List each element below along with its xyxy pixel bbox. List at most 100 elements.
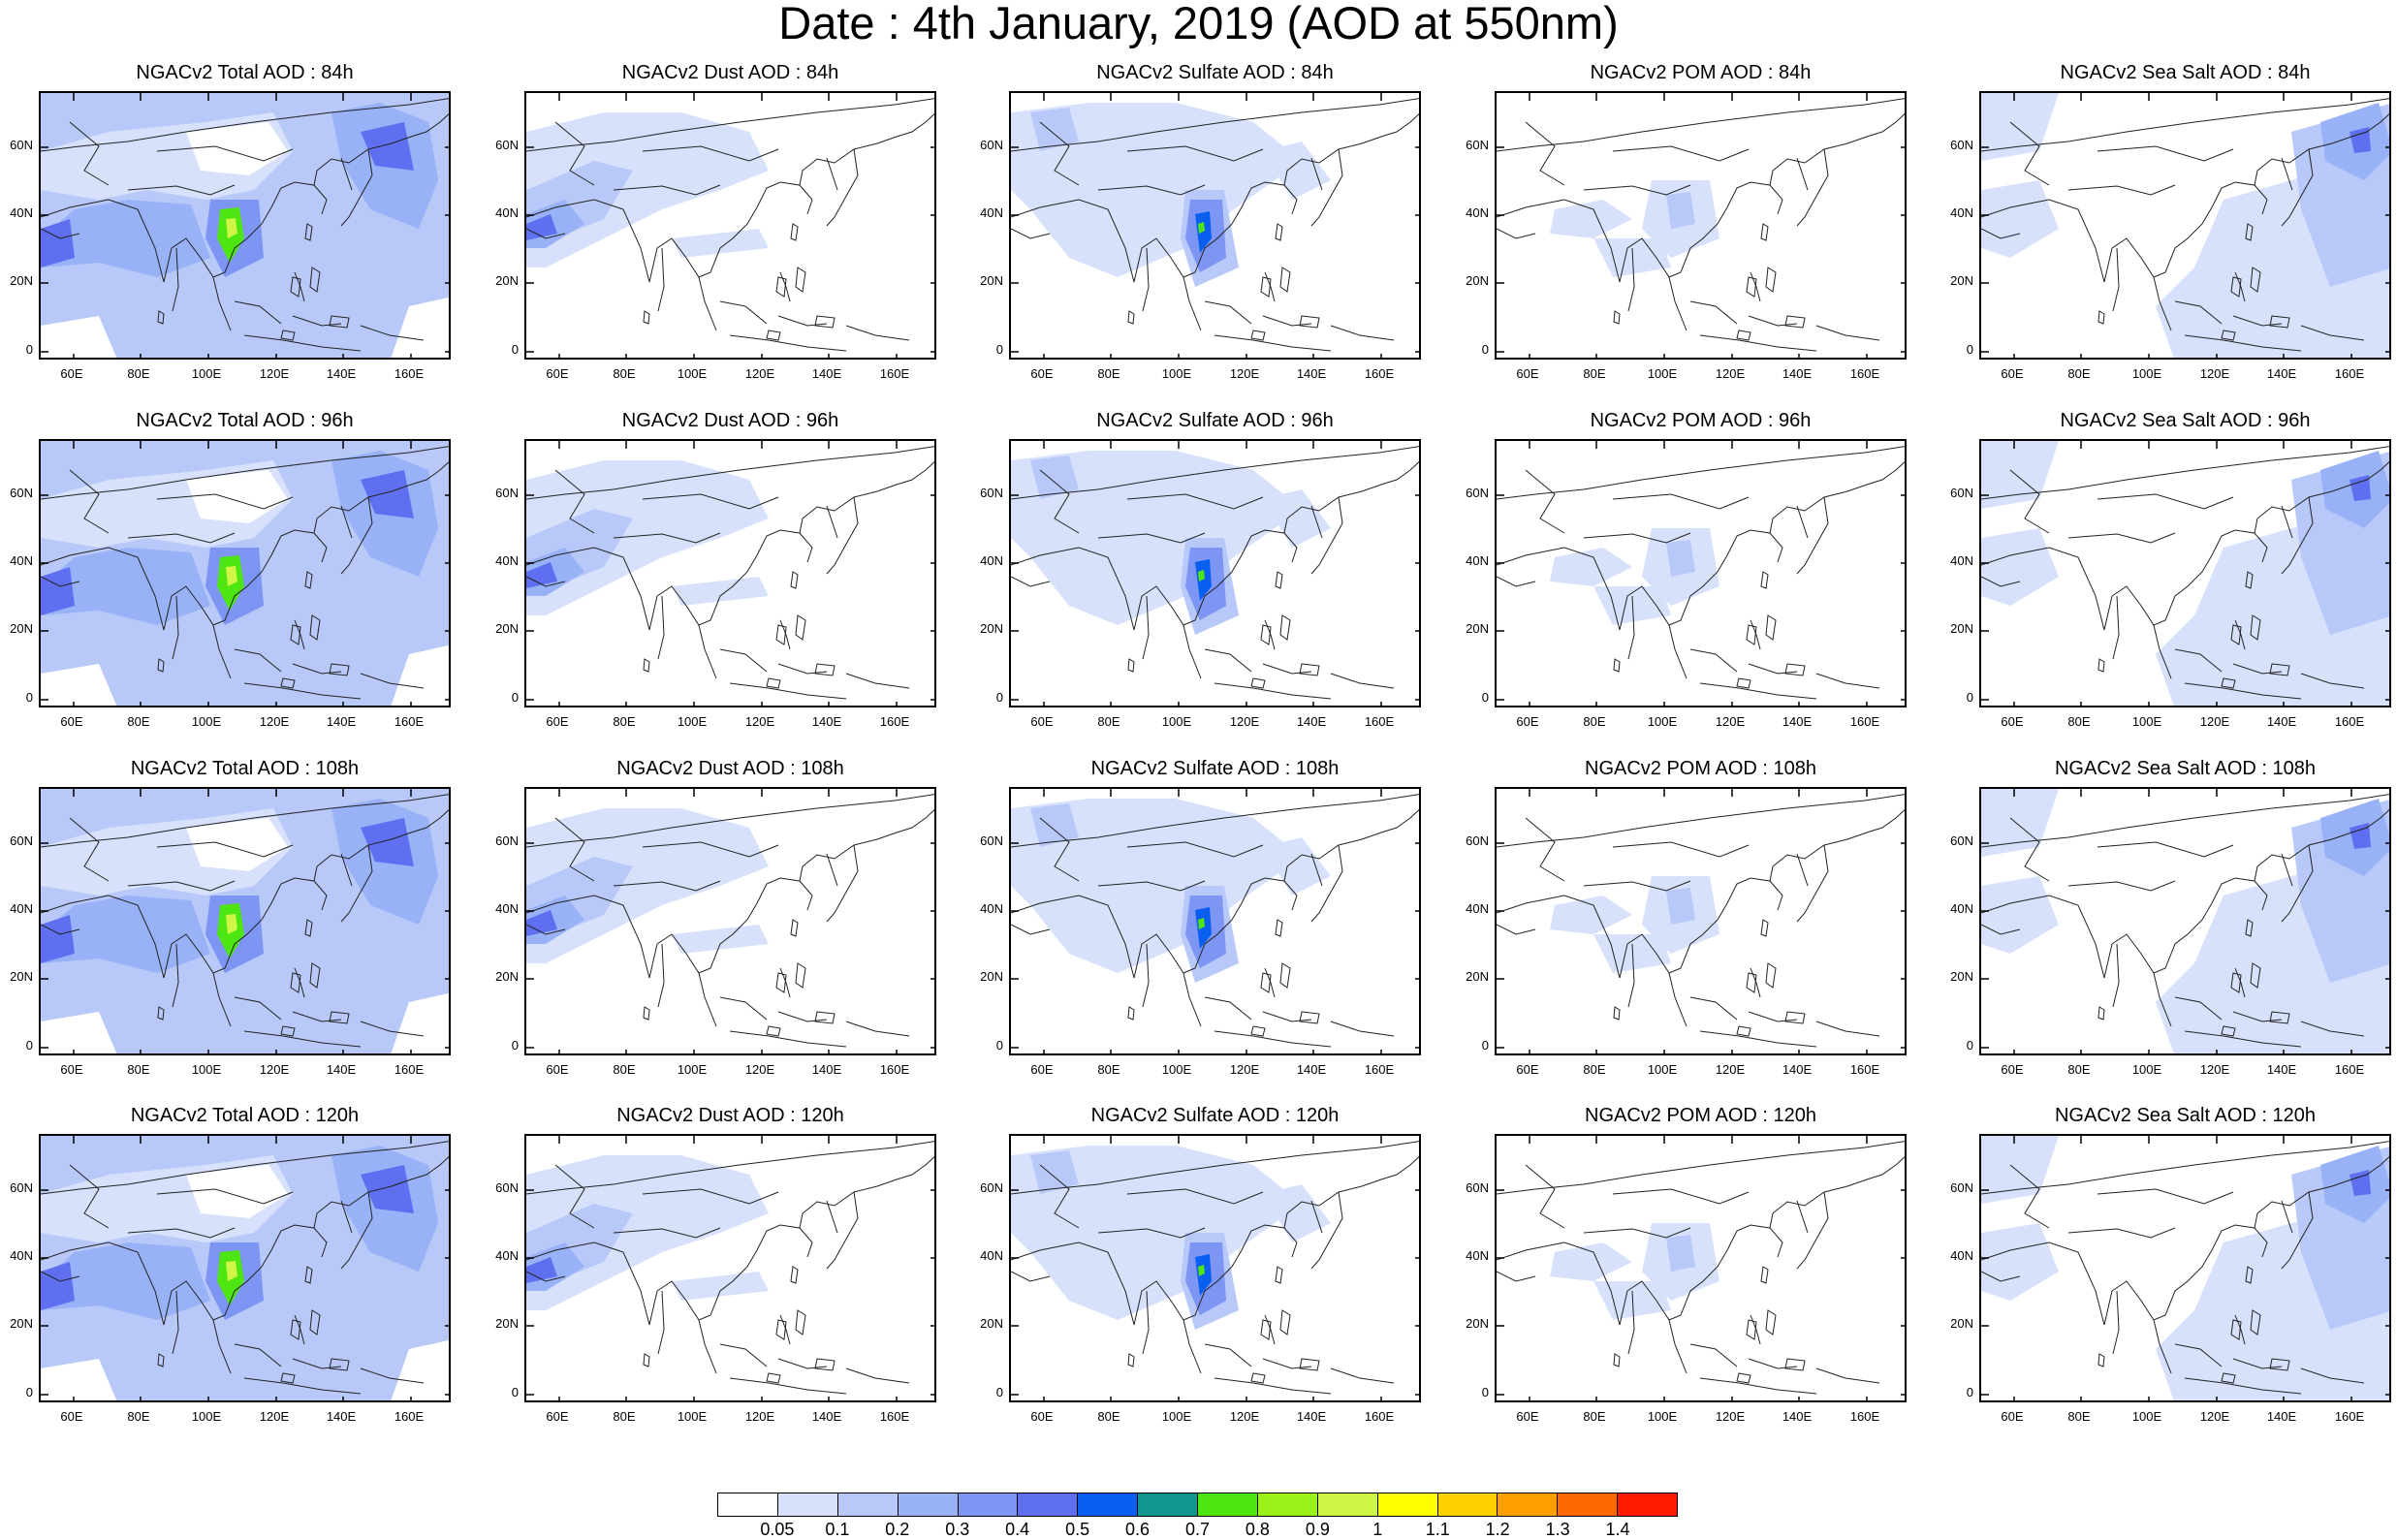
- lat-label: 40N: [1466, 205, 1489, 220]
- coastline: [1497, 1271, 1536, 1282]
- aod-region: [526, 1155, 769, 1310]
- coastline: [1627, 943, 1635, 1008]
- aod-map: [1981, 93, 2389, 358]
- lon-label: 120E: [744, 366, 775, 381]
- coastline: [294, 1314, 305, 1345]
- lat-label: 60N: [1950, 138, 1973, 152]
- coastline: [1126, 493, 1264, 510]
- aod-region: [1195, 211, 1212, 253]
- island-outline: [790, 1266, 799, 1284]
- coastline: [1815, 1021, 1880, 1037]
- aod-region: [526, 562, 557, 588]
- aod-region: [1030, 108, 1079, 151]
- island-outline: [2221, 677, 2236, 689]
- aod-map: [526, 93, 934, 358]
- lon-label: 60E: [546, 366, 569, 381]
- island-outline: [1784, 315, 1806, 329]
- coastline: [2067, 1227, 2176, 1239]
- lat-label: 40N: [495, 901, 519, 916]
- aod-region: [41, 664, 117, 706]
- coastline: [2009, 817, 2050, 882]
- island-outline: [1760, 223, 1769, 241]
- coastline: [2254, 1227, 2268, 1258]
- coastline: [1796, 844, 1829, 923]
- coastline: [2097, 1188, 2234, 1205]
- coastline: [41, 794, 449, 848]
- map-panel: NGACv2 Dust AOD : 96h 60N 40N 20N 0 60E 80E 100…: [495, 410, 936, 743]
- coastline: [243, 334, 362, 352]
- lon-label: 100E: [2131, 1062, 2162, 1077]
- coastline: [1097, 532, 1206, 544]
- coastline: [1097, 1227, 1206, 1239]
- coastline: [729, 682, 847, 700]
- lat-label: 40N: [980, 553, 1003, 568]
- aod-region: [1030, 803, 1079, 847]
- lat-label: 60N: [495, 138, 519, 152]
- aod-region: [226, 218, 237, 238]
- coastline: [2281, 853, 2293, 887]
- colorbar-swatch: [1377, 1493, 1438, 1516]
- coastline: [1497, 924, 1536, 935]
- lon-label: 140E: [1296, 366, 1327, 381]
- map-panel: NGACv2 POM AOD : 84h 60N 40N 20N 0 60E 80E 100E…: [1466, 62, 1907, 395]
- aod-region: [672, 925, 769, 954]
- lon-label: 60E: [1030, 366, 1054, 381]
- lon-label: 60E: [2001, 714, 2024, 729]
- lon-label: 80E: [613, 1409, 636, 1424]
- coastline: [313, 1227, 328, 1258]
- coastline: [313, 532, 328, 563]
- lon-label: 80E: [127, 714, 150, 729]
- coastline: [1283, 1227, 1298, 1258]
- coastline: [1264, 967, 1276, 998]
- island-outline: [2097, 1006, 2105, 1021]
- map-panel: NGACv2 Total AOD : 108h 60N 40N 20N 0 60E 80E 1…: [10, 758, 451, 1091]
- map-frame: [39, 439, 451, 707]
- island-outline: [290, 972, 301, 993]
- coastline: [779, 967, 791, 998]
- coastline: [1497, 228, 1536, 239]
- aod-region: [1666, 192, 1695, 229]
- lat-label: 40N: [1466, 553, 1489, 568]
- lon-label: 100E: [1161, 1062, 1192, 1077]
- coastline: [1769, 1227, 1783, 1258]
- coastline: [1981, 576, 2021, 587]
- aod-region: [1666, 1235, 1695, 1272]
- map-frame: [524, 787, 936, 1055]
- island-outline: [157, 658, 165, 673]
- island-outline: [795, 267, 806, 293]
- coastline: [526, 809, 934, 979]
- island-outline: [2245, 223, 2254, 241]
- lat-label: 20N: [1466, 969, 1489, 984]
- coastline: [294, 271, 305, 302]
- coastline: [2281, 505, 2293, 539]
- coastline: [526, 446, 934, 500]
- map-frame: [39, 91, 451, 360]
- coastline: [1668, 1319, 1687, 1374]
- lat-label: 20N: [10, 969, 33, 984]
- island-outline: [1275, 223, 1283, 241]
- island-outline: [795, 614, 806, 641]
- map-frame: [1979, 91, 2391, 360]
- lat-label: 40N: [1950, 205, 1973, 220]
- lat-label: 60N: [1950, 833, 1973, 848]
- panel-title: NGACv2 Sulfate AOD : 120h: [1090, 1105, 1340, 1126]
- lon-label: 120E: [1715, 1409, 1746, 1424]
- coastline: [292, 1011, 342, 1022]
- island-outline: [2250, 1309, 2261, 1336]
- aod-region: [1030, 1150, 1079, 1194]
- colorbar-swatch: [718, 1493, 778, 1516]
- coastline: [1283, 880, 1298, 911]
- lon-label: 140E: [326, 1409, 357, 1424]
- coastline: [41, 1156, 449, 1326]
- coastline: [2300, 325, 2365, 341]
- coastline: [1750, 271, 1761, 302]
- coastline: [1262, 1011, 1312, 1022]
- lon-label: 100E: [191, 1409, 222, 1424]
- island-outline: [290, 624, 301, 645]
- lat-label: 0: [25, 1385, 33, 1399]
- island-outline: [1765, 962, 1777, 989]
- coastline: [2184, 334, 2302, 352]
- lat-label: 40N: [10, 553, 33, 568]
- coastline: [826, 148, 859, 227]
- map-frame: [39, 1134, 451, 1402]
